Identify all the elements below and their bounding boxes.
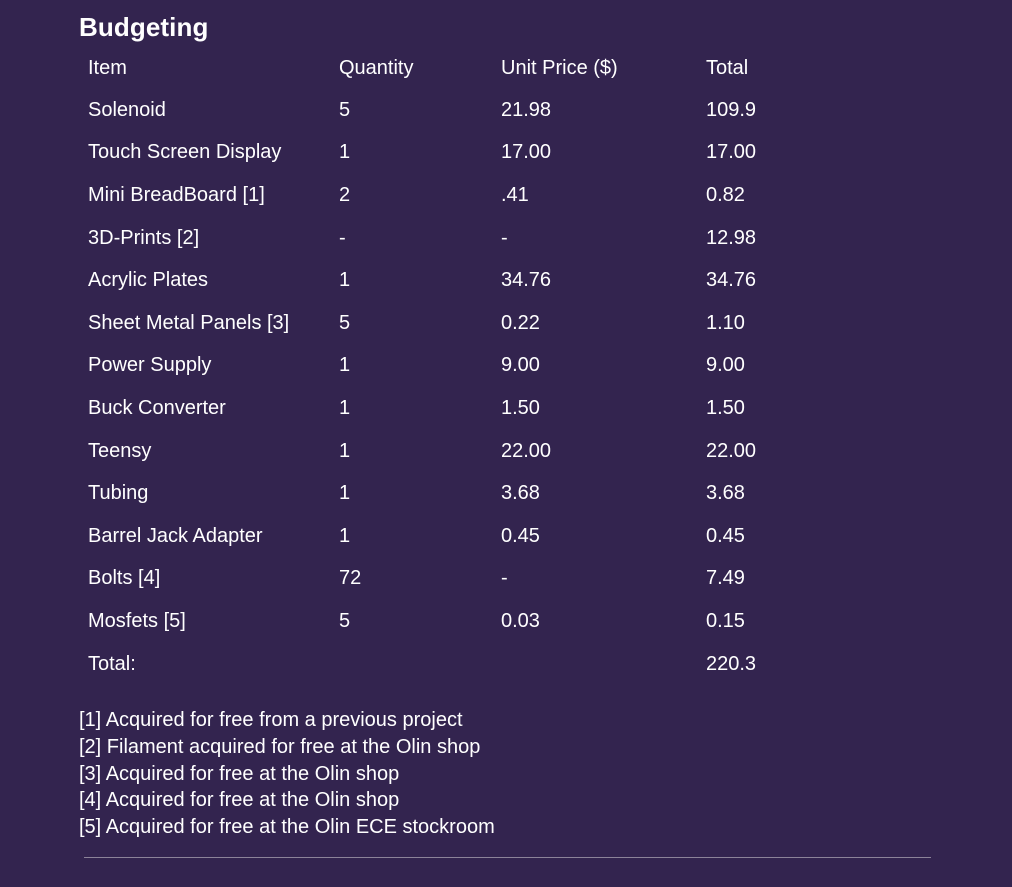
quantity: - [339,226,346,249]
footnote: [2] Filament acquired for free at the Ol… [79,735,481,758]
table-body: Solenoid 5 21.98 109.9 Touch Screen Display 1… [79,89,817,643]
item-name: Tubing [88,482,149,505]
total-unit-price-cell [492,643,697,686]
item-name: Mosfets [5] [88,609,186,632]
item-name: 3D-Prints [2] [88,226,200,249]
table-row: Buck Converter 1 1.50 1.50 [79,387,817,430]
quantity: 1 [339,396,351,419]
unit-price: 3.68 [501,482,540,505]
item-name: Bolts [4] [88,567,161,590]
table-row: Solenoid 5 21.98 109.9 [79,89,817,132]
item-name: Barrel Jack Adapter [88,524,263,547]
unit-price: 0.45 [501,524,540,547]
table-row: Bolts [4] 72 - 7.49 [79,558,817,601]
unit-price: 9.00 [501,354,540,377]
line-total: 1.10 [706,311,745,334]
footnotes: [1] Acquired for free from a previous pr… [79,707,495,841]
item-name: Acrylic Plates [88,269,209,292]
table-row: Mini BreadBoard [1] 2 .41 0.82 [79,174,817,217]
column-header-quantity: Quantity [339,56,414,79]
column-header-item: Item [88,56,127,79]
table-row: Sheet Metal Panels [3] 5 0.22 1.10 [79,302,817,345]
table-row: Teensy 1 22.00 22.00 [79,430,817,473]
line-total: 0.45 [706,524,745,547]
unit-price: 0.22 [501,311,540,334]
quantity: 1 [339,524,351,547]
horizontal-divider [84,857,931,858]
table-row: Barrel Jack Adapter 1 0.45 0.45 [79,515,817,558]
table-header-row: Item Quantity Unit Price ($) Total [79,47,817,89]
item-name: Teensy [88,439,152,462]
footnote: [4] Acquired for free at the Olin shop [79,789,400,812]
item-name: Sheet Metal Panels [3] [88,311,290,334]
quantity: 5 [339,609,351,632]
unit-price: - [501,567,508,590]
section-heading: Budgeting [79,12,209,42]
unit-price: 21.98 [501,98,552,121]
item-name: Mini BreadBoard [1] [88,183,265,206]
table-total-row: Total: 220.3 [79,643,817,686]
quantity: 5 [339,98,351,121]
unit-price: - [501,226,508,249]
quantity: 1 [339,482,351,505]
line-total: 0.15 [706,609,745,632]
line-total: 22.00 [706,439,757,462]
item-name: Buck Converter [88,396,226,419]
line-total: 109.9 [706,98,757,121]
line-total: 7.49 [706,567,745,590]
quantity: 2 [339,183,351,206]
table-row: Tubing 1 3.68 3.68 [79,472,817,515]
quantity: 72 [339,567,362,590]
table-row: Touch Screen Display 1 17.00 17.00 [79,132,817,175]
line-total: 17.00 [706,141,757,164]
line-total: 12.98 [706,226,757,249]
quantity: 1 [339,269,351,292]
unit-price: 1.50 [501,396,540,419]
table-row: 3D-Prints [2] - - 12.98 [79,217,817,260]
quantity: 1 [339,354,351,377]
table-row: Power Supply 1 9.00 9.00 [79,345,817,388]
item-name: Solenoid [88,98,166,121]
quantity: 5 [339,311,351,334]
item-name: Power Supply [88,354,212,377]
footnote: [1] Acquired for free from a previous pr… [79,709,463,731]
unit-price: 34.76 [501,269,552,292]
quantity: 1 [339,439,351,462]
unit-price: 22.00 [501,439,552,462]
total-quantity-cell [330,643,492,686]
line-total: 9.00 [706,354,745,377]
grand-total: 220.3 [706,652,757,675]
column-header-total: Total [706,56,749,79]
unit-price: 0.03 [501,609,540,632]
item-name: Touch Screen Display [88,141,282,164]
table-row: Acrylic Plates 1 34.76 34.76 [79,259,817,302]
line-total: 1.50 [706,396,745,419]
unit-price: .41 [501,183,529,206]
footnote: [3] Acquired for free at the Olin shop [79,762,400,785]
line-total: 3.68 [706,482,745,505]
total-label: Total: [88,652,136,675]
quantity: 1 [339,141,351,164]
footnote: [5] Acquired for free at the Olin ECE st… [79,816,495,838]
line-total: 0.82 [706,183,745,206]
unit-price: 17.00 [501,141,552,164]
budget-table: Item Quantity Unit Price ($) Total Solen… [79,47,817,685]
table-row: Mosfets [5] 5 0.03 0.15 [79,600,817,643]
column-header-unit-price: Unit Price ($) [501,56,618,79]
line-total: 34.76 [706,269,757,292]
